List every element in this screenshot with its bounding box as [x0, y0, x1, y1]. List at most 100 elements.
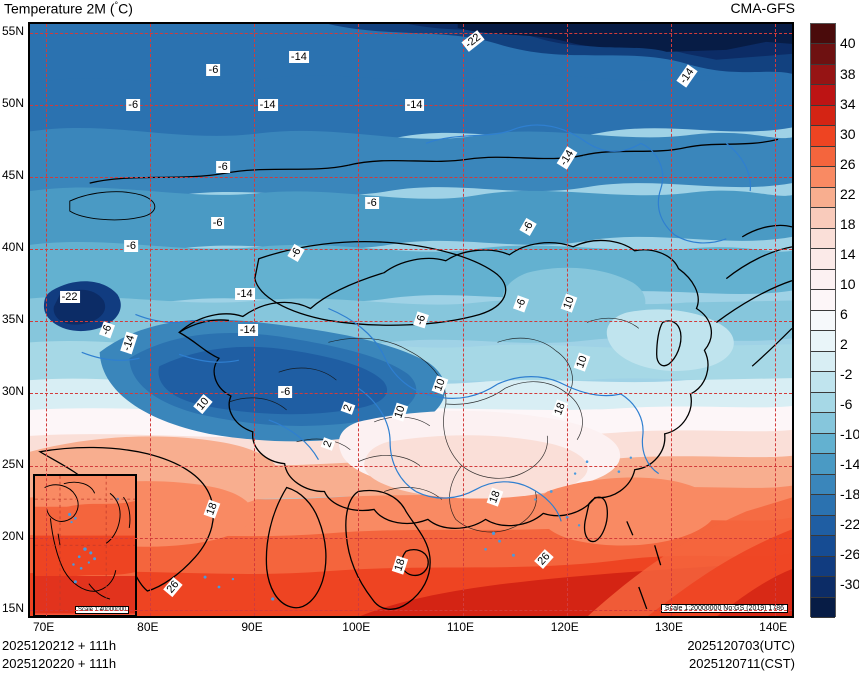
graticule-parallel: [30, 393, 792, 395]
contour-label: -6: [278, 385, 293, 398]
footer-init-cst: 2025120220 + 111h: [2, 656, 117, 671]
colorbar-tick-label: 38: [840, 65, 856, 82]
latitude-tick-label: 25N: [2, 456, 25, 471]
colorbar-segment: [811, 597, 835, 618]
colorbar-segment: [811, 454, 835, 475]
longitude-tick-label: 80E: [137, 620, 159, 634]
graticule-meridian: [566, 24, 568, 616]
contour-label: -14: [288, 51, 309, 64]
colorbar-tick-label: 30: [840, 125, 856, 142]
colorbar-segment: [811, 392, 835, 414]
temperature-field: [30, 24, 792, 616]
graticule-parallel: [30, 537, 792, 539]
page-title: Temperature 2M (°C): [4, 0, 133, 17]
page-title-unit: C): [118, 0, 133, 17]
colorbar-tick-label: -30: [840, 576, 859, 593]
colorbar-segment: [811, 515, 835, 537]
colorbar-tick-label: 34: [840, 95, 856, 112]
graticule-parallel: [30, 249, 792, 251]
graticule-meridian: [45, 24, 47, 616]
temperature-map[interactable]: Scale 1:20000000 No:GS (2019) 1786: [28, 22, 794, 618]
colorbar-tick-label: 22: [840, 185, 856, 202]
colorbar-segment: [811, 331, 835, 352]
colorbar-segment: [811, 474, 835, 496]
colorbar-segment: [811, 269, 835, 291]
graticule-parallel: [30, 32, 792, 34]
colorbar-segment: [811, 167, 835, 188]
colorbar-tick-label: -26: [840, 546, 859, 563]
contour-label: -6: [124, 240, 138, 253]
colorbar-tick-label: 6: [840, 305, 848, 322]
colorbar-segment: [811, 146, 835, 168]
contour-label: -14: [404, 98, 425, 111]
colorbar-segment: [811, 44, 835, 65]
longitude-tick-label: 120E: [550, 620, 579, 634]
latitude-tick-label: 55N: [2, 23, 25, 38]
colorbar-segment: [811, 24, 835, 45]
colorbar-segment: [811, 290, 835, 311]
colorbar-segment: [811, 228, 835, 250]
colorbar-segment: [811, 433, 835, 455]
graticule-parallel: [30, 176, 792, 178]
colorbar-segment: [811, 208, 835, 229]
colorbar-segment: [811, 536, 835, 557]
longitude-tick-label: 110E: [446, 620, 475, 634]
graticule-meridian: [775, 24, 777, 616]
colorbar-segment: [811, 372, 835, 393]
colorbar-segment: [811, 249, 835, 270]
latitude-tick-label: 50N: [2, 95, 25, 110]
graticule-meridian: [149, 24, 151, 616]
colorbar-tick-label: 26: [840, 155, 856, 172]
graticule-parallel: [30, 321, 792, 323]
contour-label: -6: [210, 217, 225, 230]
colorbar-segment: [811, 85, 835, 106]
colorbar-segment: [811, 105, 835, 127]
longitude-tick-label: 70E: [32, 620, 55, 634]
colorbar-tick-label: -14: [840, 456, 859, 473]
colorbar-tick-label: 18: [840, 215, 856, 232]
contour-label: -6: [364, 196, 379, 209]
map-scale-label: Scale 1:20000000 No:GS (2019) 1786: [660, 604, 788, 613]
latitude-tick-label: 45N: [2, 167, 25, 182]
colorbar[interactable]: [810, 23, 836, 618]
colorbar-tick-label: -18: [840, 486, 859, 503]
graticule-meridian: [462, 24, 464, 616]
colorbar-segment: [811, 126, 835, 147]
longitude-tick-label: 90E: [241, 620, 263, 634]
colorbar-segment: [811, 310, 835, 332]
page-title-text: Temperature 2M (: [4, 0, 115, 17]
contour-label: -6: [126, 98, 141, 111]
contour-label: -6: [206, 64, 221, 77]
colorbar-tick-label: 14: [840, 245, 856, 262]
colorbar-tick-label: -2: [840, 365, 853, 382]
model-label: CMA-GFS: [730, 0, 795, 16]
inset-field: [35, 476, 135, 614]
longitude-tick-label: 100E: [342, 620, 371, 634]
colorbar-segment: [811, 351, 835, 373]
latitude-tick-label: 35N: [2, 312, 25, 327]
footer-init-utc: 2025120212 + 111h: [2, 638, 117, 653]
contour-label: -14: [237, 323, 258, 336]
colorbar-segment: [811, 495, 835, 516]
contour-label: -14: [257, 98, 278, 111]
colorbar-tick-label: 2: [840, 335, 848, 352]
colorbar-tick-label: -6: [840, 395, 853, 412]
graticule-meridian: [254, 24, 256, 616]
contour-label: -14: [234, 287, 255, 300]
graticule-meridian: [358, 24, 360, 616]
footer-valid-utc: 2025120703(UTC): [687, 638, 795, 653]
colorbar-tick-label: -22: [840, 516, 859, 533]
graticule-parallel: [30, 609, 792, 611]
south-china-sea-inset[interactable]: Scale 1:40000000: [33, 474, 137, 616]
colorbar-tick-label: 40: [840, 35, 856, 52]
colorbar-segment: [811, 187, 835, 209]
latitude-tick-label: 20N: [2, 528, 25, 543]
contour-label: -6: [215, 160, 230, 173]
degree-symbol: °: [114, 0, 119, 10]
graticule-parallel: [30, 465, 792, 467]
colorbar-segment: [811, 577, 835, 598]
contour-label: -22: [59, 290, 80, 303]
longitude-tick-label: 140E: [759, 620, 788, 634]
longitude-tick-label: 130E: [654, 620, 683, 634]
latitude-tick-label: 30N: [2, 384, 25, 399]
